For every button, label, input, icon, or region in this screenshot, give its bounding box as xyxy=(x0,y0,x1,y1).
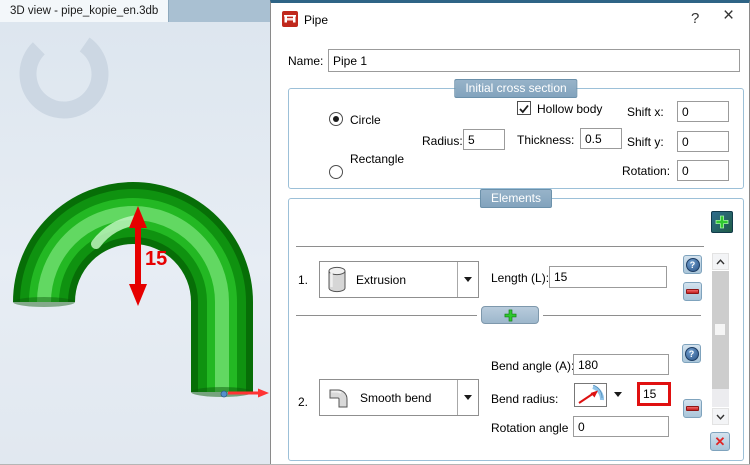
rotation-input[interactable] xyxy=(677,160,729,181)
name-input[interactable] xyxy=(328,49,740,72)
element1-index: 1. xyxy=(298,273,309,287)
bend-radius-diagram-icon xyxy=(578,385,604,404)
scrollbar-track[interactable] xyxy=(712,389,729,407)
circle-radio[interactable] xyxy=(329,112,343,126)
chevron-down-icon xyxy=(464,277,472,282)
3d-viewport[interactable]: 15 xyxy=(0,22,270,464)
pipe-solid xyxy=(13,182,253,397)
pipe-dialog-icon xyxy=(282,11,298,27)
element2-remove-button[interactable] xyxy=(683,399,702,418)
element1-help-button[interactable]: ? xyxy=(683,255,702,274)
rotation-angle-input[interactable] xyxy=(573,416,669,437)
shift-y-input[interactable] xyxy=(677,131,729,152)
hollow-body-checkbox[interactable] xyxy=(517,101,531,115)
shift-x-input[interactable] xyxy=(677,101,729,122)
3d-view-tab[interactable]: 3D view - pipe_kopie_en.3db xyxy=(0,0,170,22)
insert-element-button[interactable] xyxy=(481,306,539,324)
elements-title: Elements xyxy=(479,189,553,208)
bend-radius-input-highlighted[interactable] xyxy=(637,382,671,406)
check-icon xyxy=(519,104,529,114)
chevron-up-icon xyxy=(716,258,725,264)
element1-type-combobox[interactable]: Extrusion xyxy=(319,261,479,298)
radius-input[interactable] xyxy=(463,129,505,150)
insert-line-left xyxy=(296,315,477,316)
bend-angle-input[interactable] xyxy=(573,354,669,375)
help-circle-icon: ? xyxy=(685,257,700,272)
length-label: Length (L): xyxy=(491,271,550,285)
insert-line-right xyxy=(543,315,701,316)
close-icon[interactable]: × xyxy=(723,5,735,26)
3d-view-panel: 3D view - pipe_kopie_en.3db xyxy=(0,0,270,464)
axis-arrow-icon xyxy=(220,388,269,398)
delete-all-button[interactable]: ✕ xyxy=(710,432,730,451)
help-icon[interactable]: ? xyxy=(691,10,700,27)
plus-icon xyxy=(715,215,729,229)
rectangle-radio-label: Rectangle xyxy=(350,152,405,166)
element1-combobox-dropdown[interactable] xyxy=(457,262,478,297)
chevron-down-icon xyxy=(464,395,472,400)
smooth-bend-elbow-icon xyxy=(329,389,348,407)
scroll-up-button[interactable] xyxy=(712,253,729,270)
radius-label: Radius: xyxy=(422,134,463,148)
watermark-ring-icon xyxy=(19,29,109,119)
element2-index: 2. xyxy=(298,395,309,409)
bend-radius-dropdown-icon[interactable] xyxy=(614,392,622,397)
minus-icon xyxy=(686,289,699,294)
element2-help-button[interactable]: ? xyxy=(682,344,701,363)
help-circle-icon: ? xyxy=(684,346,699,361)
plus-icon xyxy=(504,309,516,321)
extrusion-cylinder-icon xyxy=(328,266,346,293)
element2-type-combobox[interactable]: Smooth bend xyxy=(319,379,479,416)
initial-cross-section-group: Initial cross section xyxy=(288,79,744,189)
chevron-down-icon xyxy=(716,414,725,420)
hollow-body-label: Hollow body xyxy=(537,102,603,116)
rotation-angle-label: Rotation angle xyxy=(491,421,569,435)
thickness-input[interactable] xyxy=(580,128,622,149)
dimension-arrow: 15 xyxy=(129,206,167,306)
shift-x-label: Shift x: xyxy=(627,105,664,119)
name-label: Name: xyxy=(288,54,324,68)
element1-type-label: Extrusion xyxy=(356,272,407,287)
minus-icon xyxy=(686,406,699,411)
dimension-value-label: 15 xyxy=(145,248,167,270)
pipe-3d-render: 15 xyxy=(13,29,269,398)
scrollbar-gripper xyxy=(715,324,725,335)
rectangle-radio[interactable] xyxy=(329,165,343,179)
bend-radius-picker-button[interactable] xyxy=(574,383,607,407)
3d-view-tab-label: 3D view - pipe_kopie_en.3db xyxy=(10,5,159,17)
3d-view-titlebar: 3D view - pipe_kopie_en.3db xyxy=(0,0,270,22)
thickness-label: Thickness: xyxy=(517,133,575,147)
shift-y-label: Shift y: xyxy=(627,135,664,149)
pipe-dialog: Pipe ? × Name: Initial cross section Cir… xyxy=(270,0,750,464)
element2-type-label: Smooth bend xyxy=(360,390,432,405)
element2-combobox-dropdown[interactable] xyxy=(457,380,478,415)
dialog-title: Pipe xyxy=(304,13,329,27)
initial-cross-section-title: Initial cross section xyxy=(454,79,578,98)
scroll-down-button[interactable] xyxy=(712,408,729,425)
circle-radio-label: Circle xyxy=(350,113,381,127)
bend-radius-label: Bend radius: xyxy=(491,392,559,406)
red-x-icon: ✕ xyxy=(714,434,726,449)
elements-separator xyxy=(296,246,704,247)
element1-remove-button[interactable] xyxy=(683,282,702,301)
bend-angle-label: Bend angle (A): xyxy=(491,359,575,373)
add-element-button[interactable] xyxy=(711,211,733,233)
length-input[interactable] xyxy=(549,266,667,288)
rotation-label: Rotation: xyxy=(622,164,671,178)
scrollbar-thumb[interactable] xyxy=(712,271,729,389)
elements-scrollbar[interactable] xyxy=(712,253,729,427)
